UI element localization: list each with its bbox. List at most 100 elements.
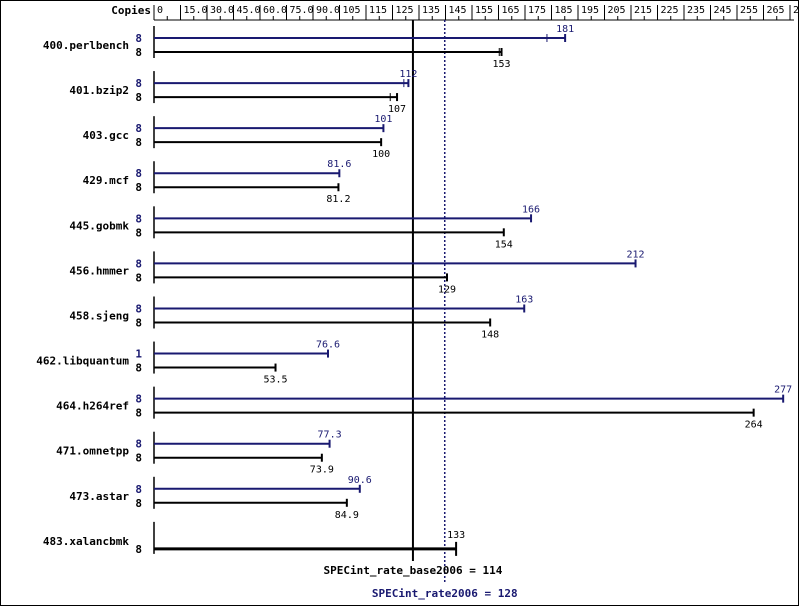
benchmark-name: 464.h264ref bbox=[56, 400, 129, 413]
base-value-label: 153 bbox=[492, 59, 510, 70]
base-copies: 8 bbox=[135, 181, 142, 194]
benchmark-row: 483.xalancbmk 8 133 bbox=[43, 521, 465, 556]
tick-label: 0 bbox=[157, 5, 163, 16]
summary: SPECint_rate_base2006 = 114 SPECint_rate2… bbox=[324, 564, 518, 600]
tick-label: 45.0 bbox=[236, 5, 260, 16]
benchmark-name: 473.astar bbox=[69, 490, 129, 503]
base-copies: 8 bbox=[135, 46, 142, 59]
tick-label: 30.0 bbox=[210, 5, 234, 16]
benchmark-name: 400.perlbench bbox=[43, 39, 129, 52]
value-label: 133 bbox=[447, 530, 465, 541]
benchmark-row: 471.omnetpp 8 77.3 8 73.9 bbox=[56, 430, 341, 476]
benchmark-name: 401.bzip2 bbox=[69, 84, 129, 97]
benchmark-name: 403.gcc bbox=[83, 129, 129, 142]
benchmark-name: 429.mcf bbox=[83, 174, 129, 187]
peak-value-label: 76.6 bbox=[316, 340, 340, 351]
tick-group: 0 15.0 30.0 45.0 60.0 75.0 90.0 105 115 125 135 145… bbox=[153, 5, 798, 20]
peak-value-label: 77.3 bbox=[318, 430, 342, 441]
base-summary-label: SPECint_rate_base2006 = 114 bbox=[324, 564, 503, 577]
tick-label: 75.0 bbox=[289, 5, 313, 16]
base-value-label: 84.9 bbox=[335, 510, 359, 521]
benchmark-row: 462.libquantum 1 76.6 8 53.5 bbox=[36, 340, 340, 386]
tick-label: 265 bbox=[766, 5, 784, 16]
peak-value-label: 181 bbox=[556, 24, 574, 35]
peak-copies: 8 bbox=[135, 77, 142, 90]
peak-copies: 8 bbox=[135, 122, 142, 135]
peak-copies: 8 bbox=[135, 438, 142, 451]
peak-copies: 8 bbox=[135, 393, 142, 406]
benchmark-row: 464.h264ref 8 277 8 264 bbox=[56, 385, 792, 431]
base-value-label: 148 bbox=[481, 329, 499, 340]
base-copies: 8 bbox=[135, 407, 142, 420]
tick-label: 15.0 bbox=[183, 5, 207, 16]
peak-value-label: 112 bbox=[399, 69, 417, 80]
peak-copies: 1 bbox=[135, 348, 142, 361]
peak-copies: 8 bbox=[135, 32, 142, 45]
base-copies: 8 bbox=[135, 271, 142, 284]
base-value-label: 154 bbox=[495, 239, 513, 250]
tick-label: 225 bbox=[660, 5, 678, 16]
x-axis: Copies bbox=[111, 4, 794, 21]
benchmark-rows: 400.perlbench81818153401.bzip28112810740… bbox=[36, 24, 792, 556]
peak-value-label: 163 bbox=[515, 294, 533, 305]
tick-label: 145 bbox=[448, 5, 466, 16]
base-copies: 8 bbox=[135, 226, 142, 239]
tick-label: 135 bbox=[422, 5, 440, 16]
peak-value-label: 277 bbox=[774, 385, 792, 396]
copies-count: 8 bbox=[135, 543, 142, 556]
tick-label: 235 bbox=[687, 5, 705, 16]
base-copies: 8 bbox=[135, 136, 142, 149]
base-value-label: 107 bbox=[388, 104, 406, 115]
reference-lines bbox=[411, 20, 446, 584]
tick-label: 165 bbox=[501, 5, 519, 16]
tick-label: 205 bbox=[607, 5, 625, 16]
peak-copies: 8 bbox=[135, 212, 142, 225]
peak-value-label: 166 bbox=[522, 204, 540, 215]
base-copies: 8 bbox=[135, 91, 142, 104]
tick-label: 175 bbox=[528, 5, 546, 16]
tick-label: 155 bbox=[475, 5, 493, 16]
benchmark-row: 403.gcc 8 101 8 100 bbox=[83, 114, 393, 160]
tick-label: 280 bbox=[793, 5, 798, 16]
base-value-label: 53.5 bbox=[263, 375, 287, 386]
base-copies: 8 bbox=[135, 316, 142, 329]
axis-title: Copies bbox=[111, 4, 151, 17]
peak-value-label: 90.6 bbox=[348, 475, 372, 486]
benchmark-row: 456.hmmer 8 212 8 129 bbox=[69, 249, 644, 295]
benchmark-row: 458.sjeng 8 163 8 148 bbox=[69, 294, 533, 340]
base-value-label: 264 bbox=[745, 420, 763, 431]
benchmark-row: 445.gobmk 8 166 8 154 bbox=[69, 204, 540, 250]
peak-value-label: 101 bbox=[374, 114, 392, 125]
base-copies: 8 bbox=[135, 452, 142, 465]
base-copies: 8 bbox=[135, 362, 142, 375]
peak-summary-label: SPECint_rate2006 = 128 bbox=[372, 587, 518, 600]
base-copies: 8 bbox=[135, 497, 142, 510]
base-value-label: 73.9 bbox=[310, 465, 334, 476]
benchmark-name: 462.libquantum bbox=[36, 355, 129, 368]
tick-label: 125 bbox=[395, 5, 413, 16]
peak-copies: 8 bbox=[135, 167, 142, 180]
peak-copies: 8 bbox=[135, 257, 142, 270]
benchmark-name: 445.gobmk bbox=[69, 219, 129, 232]
base-value-label: 100 bbox=[372, 149, 390, 160]
benchmark-row: 429.mcf 8 81.6 8 81.2 bbox=[83, 159, 352, 205]
tick-label: 105 bbox=[342, 5, 360, 16]
tick-label: 215 bbox=[634, 5, 652, 16]
tick-label: 185 bbox=[554, 5, 572, 16]
peak-value-label: 81.6 bbox=[327, 159, 351, 170]
tick-label: 60.0 bbox=[263, 5, 287, 16]
peak-value-label: 212 bbox=[627, 249, 645, 260]
tick-label: 195 bbox=[581, 5, 599, 16]
base-value-label: 129 bbox=[438, 284, 456, 295]
benchmark-name: 456.hmmer bbox=[69, 264, 129, 277]
peak-copies: 8 bbox=[135, 302, 142, 315]
benchmark-row: 473.astar 8 90.6 8 84.9 bbox=[69, 475, 371, 521]
benchmark-name: 471.omnetpp bbox=[56, 445, 129, 458]
benchmark-row: 401.bzip2 8 112 8 107 bbox=[69, 69, 417, 115]
benchmark-row: 400.perlbench 8 181 8 153 bbox=[43, 24, 574, 70]
tick-label: 115 bbox=[369, 5, 387, 16]
tick-label: 255 bbox=[740, 5, 758, 16]
benchmark-name: 483.xalancbmk bbox=[43, 535, 129, 548]
